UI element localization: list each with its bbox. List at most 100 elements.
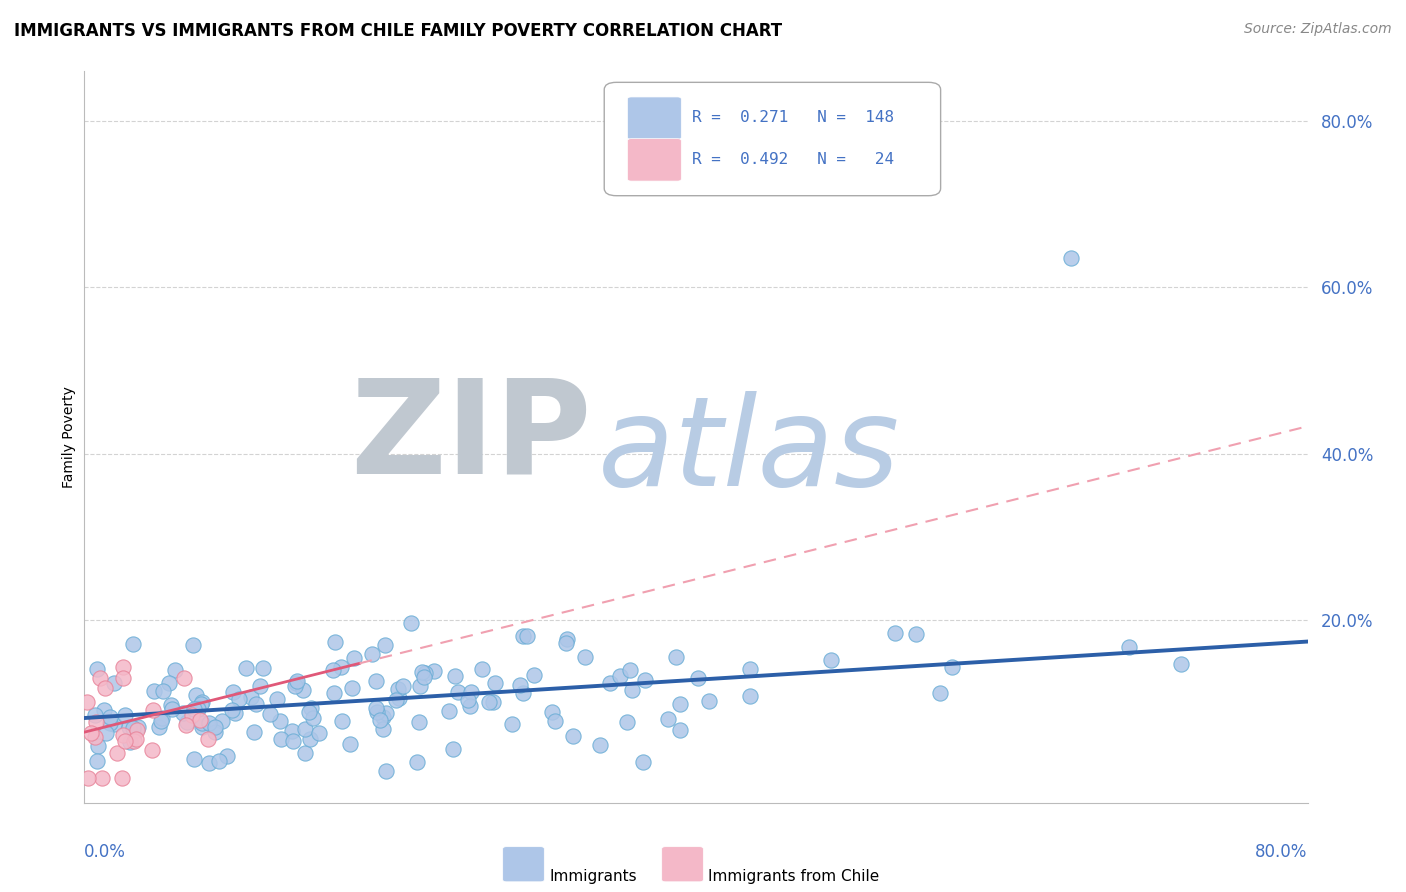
Point [215, 749, 238, 764]
Point [222, 685, 245, 699]
Point [1059, 252, 1081, 266]
Point [387, 681, 409, 696]
Point [620, 682, 643, 697]
Point [111, 728, 134, 742]
Point [541, 705, 564, 719]
Point [190, 698, 212, 712]
Point [243, 725, 266, 739]
Point [103, 676, 125, 690]
Point [173, 672, 195, 686]
Point [820, 653, 842, 667]
Y-axis label: Family Poverty: Family Poverty [62, 386, 76, 488]
Point [409, 679, 432, 693]
Point [298, 705, 321, 719]
Point [904, 627, 927, 641]
Point [198, 715, 221, 730]
Point [686, 671, 709, 685]
Point [457, 693, 479, 707]
Point [619, 663, 641, 677]
Point [174, 717, 197, 731]
Point [340, 681, 363, 695]
Point [245, 697, 267, 711]
Point [143, 684, 166, 698]
Point [330, 660, 353, 674]
Text: R =  0.271   N =  148: R = 0.271 N = 148 [692, 110, 894, 125]
Point [103, 717, 125, 731]
Point [412, 669, 434, 683]
Point [884, 626, 907, 640]
Point [259, 706, 281, 721]
Point [96, 725, 118, 739]
Point [221, 703, 243, 717]
Point [555, 636, 578, 650]
Text: Immigrants from Chile: Immigrants from Chile [709, 869, 879, 884]
Text: Immigrants: Immigrants [550, 869, 637, 884]
Point [111, 771, 134, 785]
Point [322, 685, 344, 699]
Point [364, 674, 387, 689]
Point [141, 743, 163, 757]
Point [284, 679, 307, 693]
Point [149, 714, 172, 729]
Point [411, 665, 433, 679]
Point [371, 722, 394, 736]
Point [668, 697, 690, 711]
Point [181, 638, 204, 652]
Point [181, 708, 204, 723]
Point [187, 702, 209, 716]
Text: IMMIGRANTS VS IMMIGRANTS FROM CHILE FAMILY POVERTY CORRELATION CHART: IMMIGRANTS VS IMMIGRANTS FROM CHILE FAMI… [14, 22, 782, 40]
Point [385, 693, 408, 707]
Point [941, 660, 963, 674]
Point [98, 716, 121, 731]
Point [191, 695, 214, 709]
Point [87, 739, 110, 753]
FancyBboxPatch shape [662, 847, 703, 882]
Point [294, 746, 316, 760]
Point [555, 632, 578, 646]
Point [374, 706, 396, 721]
Point [190, 721, 212, 735]
Point [665, 649, 688, 664]
Point [84, 715, 107, 730]
Point [482, 695, 505, 709]
Point [105, 746, 128, 760]
Point [447, 685, 470, 699]
Point [184, 688, 207, 702]
Point [574, 650, 596, 665]
FancyBboxPatch shape [627, 97, 682, 139]
Point [118, 720, 141, 734]
Point [122, 637, 145, 651]
Point [323, 635, 346, 649]
Point [599, 676, 621, 690]
Point [391, 679, 413, 693]
Point [228, 691, 250, 706]
Point [516, 629, 538, 643]
Point [252, 661, 274, 675]
Point [124, 734, 146, 748]
Point [361, 647, 384, 661]
Text: Source: ZipAtlas.com: Source: ZipAtlas.com [1244, 22, 1392, 37]
Point [198, 756, 221, 770]
Point [460, 699, 482, 714]
Point [211, 714, 233, 728]
Point [616, 714, 638, 729]
Point [172, 706, 194, 721]
Point [374, 764, 396, 778]
Text: 80.0%: 80.0% [1256, 843, 1308, 861]
Point [408, 714, 430, 729]
Text: ZIP: ZIP [350, 374, 592, 500]
Point [160, 702, 183, 716]
Point [93, 703, 115, 717]
Text: 0.0%: 0.0% [84, 843, 127, 861]
Point [224, 706, 246, 720]
Point [413, 665, 436, 680]
Point [235, 661, 257, 675]
Point [501, 717, 523, 731]
Point [191, 715, 214, 730]
Point [330, 714, 353, 728]
Point [406, 755, 429, 769]
Point [697, 694, 720, 708]
Point [294, 723, 316, 737]
Point [86, 754, 108, 768]
Point [163, 664, 186, 678]
